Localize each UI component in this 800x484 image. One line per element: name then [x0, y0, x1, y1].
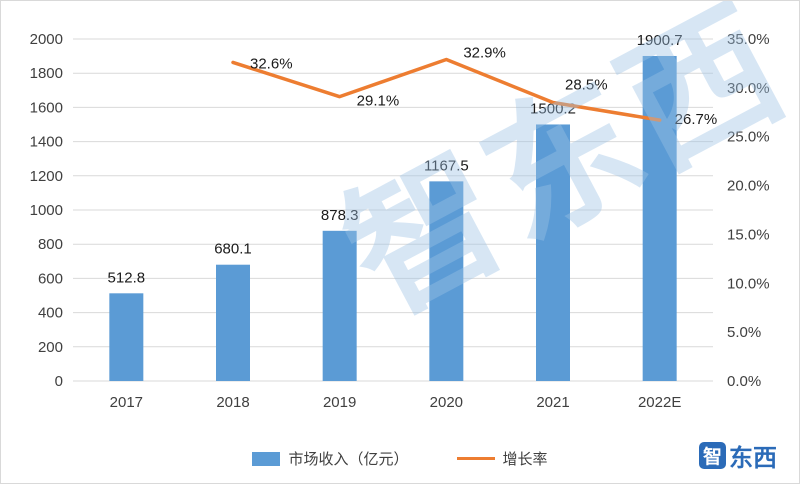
bar	[322, 230, 357, 381]
x-axis-label: 2018	[216, 394, 249, 411]
x-axis-label: 2020	[430, 394, 463, 411]
legend-growth-label: 增长率	[502, 451, 548, 468]
bar	[216, 264, 250, 381]
growth-line	[231, 57, 662, 122]
legend-item-growth: 增长率	[456, 448, 548, 469]
bar-value-label: 512.8	[108, 269, 146, 286]
line-value-label: 26.7%	[675, 111, 718, 128]
left-axis-tick: 1600	[30, 99, 63, 116]
left-axis-tick: 1200	[30, 168, 63, 185]
left-axis-tick: 800	[38, 236, 63, 253]
bar-value-label: 680.1	[214, 241, 252, 258]
left-axis-tick: 600	[38, 270, 63, 287]
line-value-label: 29.1%	[357, 93, 400, 110]
line-value-label: 28.5%	[565, 77, 608, 94]
x-axis-label: 2019	[323, 394, 356, 411]
legend-item-revenue: 市场收入（亿元）	[252, 448, 409, 469]
bar	[642, 55, 677, 382]
left-axis-tick: 1000	[30, 202, 63, 219]
left-axis-tick: 1400	[30, 134, 63, 151]
line-value-label: 32.9%	[463, 45, 506, 62]
legend-bar-swatch	[252, 451, 281, 466]
right-axis-tick: 15.0%	[727, 226, 770, 243]
legend-line-swatch	[456, 457, 495, 460]
left-axis-tick: 0	[55, 373, 63, 390]
left-axis-tick: 200	[38, 339, 63, 356]
left-axis-tick: 2000	[30, 31, 63, 48]
bar	[536, 124, 570, 382]
right-axis-tick: 0.0%	[727, 373, 761, 390]
right-axis-tick: 20.0%	[727, 178, 770, 195]
legend-revenue-label: 市场收入（亿元）	[288, 451, 409, 468]
bar-value-label: 1900.7	[637, 32, 683, 49]
bar-value-label: 1167.5	[424, 157, 469, 174]
left-axis-tick: 1800	[30, 65, 63, 82]
x-axis-label: 2022E	[638, 394, 681, 411]
bar	[429, 181, 464, 381]
right-axis-tick: 5.0%	[727, 324, 761, 341]
line-value-label: 32.6%	[250, 55, 293, 72]
bar	[109, 293, 144, 381]
x-axis-label: 2017	[110, 394, 143, 411]
right-axis-tick: 25.0%	[727, 129, 770, 146]
chart-legend: 市场收入（亿元） 增长率	[1, 448, 799, 469]
x-axis-label: 2021	[536, 394, 569, 411]
right-axis-tick: 35.0%	[727, 31, 770, 48]
left-axis-tick: 400	[38, 305, 63, 322]
bar-value-label: 878.3	[321, 207, 359, 224]
right-axis-tick: 10.0%	[727, 275, 770, 292]
right-axis-tick: 30.0%	[727, 80, 770, 97]
